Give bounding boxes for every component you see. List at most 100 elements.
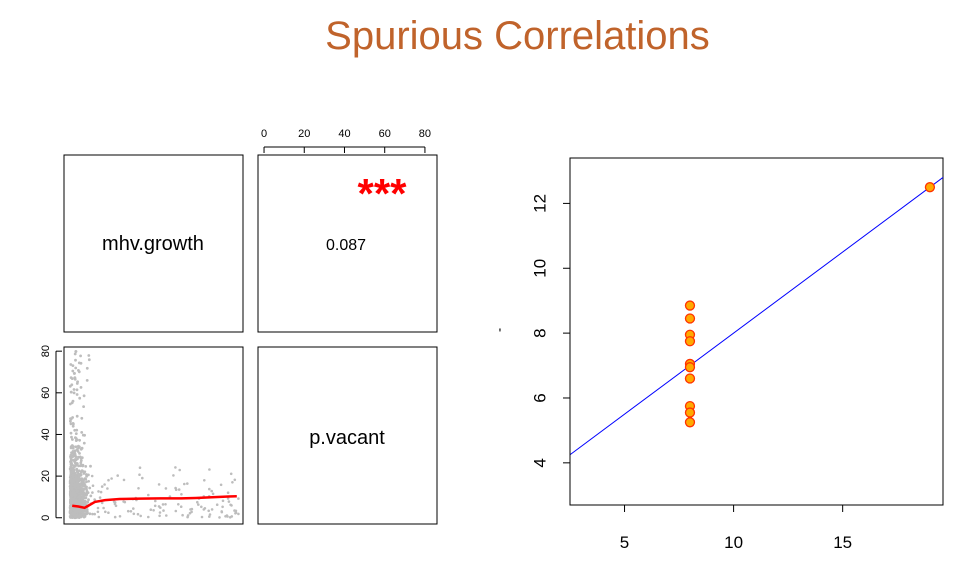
scatter-point: [82, 479, 85, 483]
scatter-point: [107, 478, 110, 482]
scatter-point: [88, 512, 92, 516]
scatter-point: [178, 468, 181, 472]
scatter-point: [157, 483, 161, 486]
scatter-point: [81, 496, 85, 500]
scatter-point: [71, 424, 75, 428]
y-axis-tick-label: 10: [530, 259, 549, 278]
scatter-point: [138, 473, 141, 477]
scatter-point: [227, 500, 231, 503]
scatter-point: [224, 515, 227, 518]
scatter-point: [79, 354, 82, 358]
scatter-point: [104, 510, 107, 514]
scatter-point: [73, 450, 76, 454]
scatter-point: [122, 478, 126, 482]
right-plot-frame: [569, 157, 944, 506]
scatter-point: [69, 419, 72, 423]
scatter-point: [154, 499, 157, 503]
scatter-point: [69, 422, 73, 426]
scatter-point: [71, 479, 74, 483]
scatter-point: [161, 503, 165, 506]
data-point: [684, 336, 696, 347]
scatter-point: [186, 514, 190, 517]
scatter-point: [97, 515, 101, 519]
scatter-point: [74, 358, 77, 362]
scatter-point: [221, 505, 224, 509]
scatter-point: [80, 477, 84, 481]
scatter-point: [158, 514, 161, 518]
scatter-point: [200, 505, 203, 509]
small-scatter-points: [68, 350, 240, 520]
scatter-point: [70, 377, 74, 380]
scatter-point: [138, 466, 142, 470]
scatter-point: [71, 492, 74, 495]
scatter-point: [73, 485, 77, 489]
scatter-point: [203, 507, 207, 510]
scatter-point: [89, 464, 92, 468]
data-point: [684, 313, 696, 324]
scatter-point: [82, 472, 86, 475]
scatter-point: [210, 508, 214, 511]
scatter-point: [226, 497, 230, 500]
scatter-point: [70, 383, 74, 387]
left-axis-tick-label: 60: [40, 387, 52, 399]
scatter-point: [88, 486, 92, 490]
scatter-point: [73, 377, 77, 381]
scatter-point: [81, 499, 85, 503]
scatter-point: [76, 450, 80, 453]
scatter-point: [74, 439, 78, 442]
scatter-point: [78, 438, 81, 442]
x-axis-tick-label: 10: [724, 533, 743, 552]
scatter-point: [226, 515, 229, 518]
scatter-point: [72, 422, 75, 426]
right-scatter-points: [684, 182, 936, 428]
scatter-point: [136, 512, 140, 516]
scatter-point: [85, 508, 88, 511]
scatter-point: [203, 479, 206, 482]
scatter-point: [210, 489, 213, 493]
scatter-point: [103, 483, 106, 486]
scatter-point: [83, 433, 86, 437]
scatter-point: [72, 470, 76, 474]
scatter-point: [208, 515, 211, 518]
scatter-point: [164, 487, 168, 490]
scatter-point: [190, 510, 193, 514]
scatter-point: [74, 432, 78, 435]
scatter-point: [197, 503, 200, 506]
scatter-point: [174, 466, 177, 469]
scatter-point: [76, 457, 79, 461]
x-axis-tick-label: 15: [833, 533, 852, 552]
scatter-point: [123, 500, 127, 504]
scatter-point: [174, 488, 178, 492]
scatter-point: [84, 486, 88, 489]
scatter-point: [71, 475, 75, 479]
scatter-point: [73, 428, 77, 432]
scatter-point: [208, 513, 212, 516]
scatter-point: [74, 445, 78, 449]
scatter-point: [69, 453, 73, 457]
scatter-point: [207, 509, 210, 513]
scatter-point: [152, 509, 155, 512]
scatter-point: [70, 482, 74, 486]
scatter-point: [73, 510, 77, 514]
scatter-point: [79, 386, 83, 389]
scatter-point: [68, 402, 72, 406]
scatter-point: [70, 444, 74, 447]
scatter-point: [69, 390, 73, 394]
left-axis-tick-label: 40: [40, 428, 52, 440]
scatter-point: [153, 504, 157, 508]
scatter-point: [69, 431, 73, 435]
scatter-point: [218, 516, 221, 519]
scatter-point: [96, 510, 100, 514]
top-axis-tick-label: 40: [338, 128, 350, 140]
scatter-point: [71, 364, 75, 367]
scatter-point: [71, 399, 75, 403]
scatter-point: [179, 505, 183, 509]
scatter-point: [86, 500, 90, 504]
scatter-point: [87, 480, 90, 483]
scatter-point: [231, 481, 234, 484]
scatter-point: [93, 512, 96, 516]
top-axis-tick-label: 0: [261, 128, 267, 140]
top-axis: 0 20 40 60 80: [261, 128, 431, 153]
top-axis-tick-label: 60: [379, 128, 391, 140]
